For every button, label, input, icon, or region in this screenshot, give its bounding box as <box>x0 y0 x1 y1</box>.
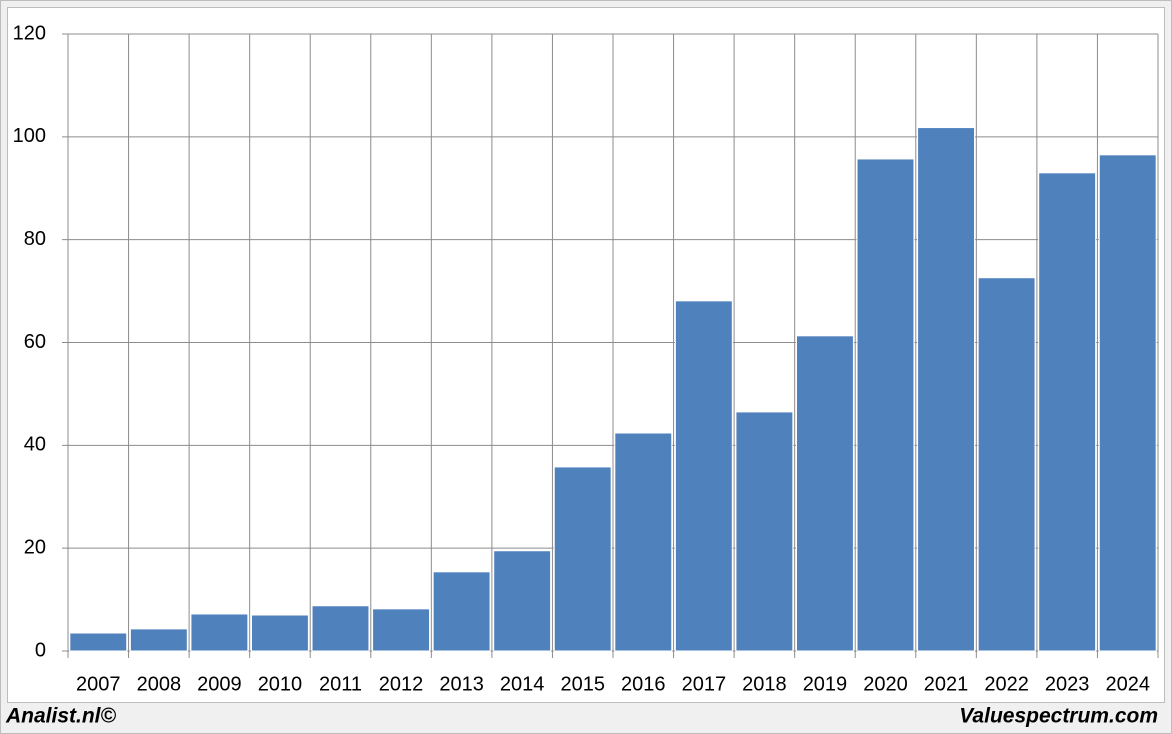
bar <box>69 632 128 652</box>
bar <box>614 432 673 652</box>
bar <box>1098 154 1157 652</box>
x-tick-label: 2019 <box>803 673 848 695</box>
x-tick-label: 2016 <box>621 673 666 695</box>
y-tick-label: 20 <box>24 536 46 558</box>
x-tick-label: 2022 <box>984 673 1029 695</box>
bar <box>190 613 249 652</box>
bar <box>372 608 431 652</box>
x-tick-label: 2017 <box>682 673 727 695</box>
x-tick-label: 2009 <box>197 673 242 695</box>
x-tick-label: 2014 <box>500 673 545 695</box>
y-tick-label: 80 <box>24 228 46 250</box>
footer-left: Analist.nl© <box>5 705 117 728</box>
x-tick-label: 2012 <box>379 673 424 695</box>
y-tick-label: 60 <box>24 331 46 353</box>
bar <box>129 628 188 652</box>
x-tick-label: 2008 <box>137 673 182 695</box>
bar <box>977 277 1036 652</box>
y-tick-label: 0 <box>35 639 46 661</box>
x-tick-label: 2007 <box>76 673 121 695</box>
bar <box>250 614 309 652</box>
bar <box>493 550 552 652</box>
bar <box>917 127 976 652</box>
bar <box>311 605 370 652</box>
x-tick-label: 2024 <box>1105 673 1150 695</box>
x-tick-label: 2020 <box>863 673 908 695</box>
x-tick-label: 2023 <box>1045 673 1090 695</box>
y-tick-label: 40 <box>24 434 46 456</box>
footer-right: Valuespectrum.com <box>959 705 1158 728</box>
bar <box>553 466 612 652</box>
bar <box>795 335 854 652</box>
y-tick-label: 120 <box>13 22 46 44</box>
x-tick-label: 2011 <box>319 673 362 695</box>
y-tick-label: 100 <box>13 125 46 147</box>
bar <box>674 300 733 652</box>
x-tick-label: 2010 <box>258 673 303 695</box>
x-tick-label: 2015 <box>560 673 605 695</box>
x-tick-label: 2018 <box>742 673 787 695</box>
bar <box>856 158 915 652</box>
bar <box>735 411 794 652</box>
bar <box>1038 172 1097 652</box>
x-tick-label: 2021 <box>924 673 969 695</box>
x-tick-label: 2013 <box>439 673 484 695</box>
bar <box>432 571 491 652</box>
